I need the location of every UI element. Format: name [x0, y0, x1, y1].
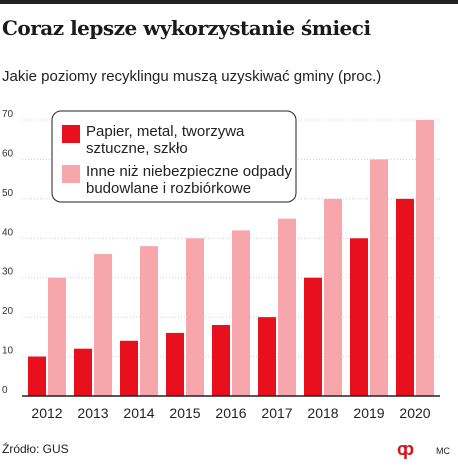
- bar-series-0: [166, 332, 184, 396]
- y-tick-label: 30: [2, 267, 14, 278]
- bar-series-0: [396, 198, 414, 396]
- chart-title: Coraz lepsze wykorzystanie śmieci: [2, 16, 371, 40]
- bar-series-1: [370, 159, 388, 396]
- chart-subtitle: Jakie poziomy recyklingu muszą uzyskiwać…: [2, 68, 382, 85]
- x-tick-label: 2019: [353, 405, 384, 421]
- legend-label-0-line-0: Papier, metal, tworzywa: [86, 123, 245, 140]
- x-tick-label: 2018: [307, 405, 338, 421]
- x-tick-label: 2012: [31, 405, 62, 421]
- y-tick-labels: 0 10 20 30 40 50 60 70: [2, 109, 14, 396]
- bar-series-1: [48, 277, 66, 396]
- x-tick-label: 2017: [261, 405, 292, 421]
- x-tick-label: 2015: [169, 405, 200, 421]
- x-tick-labels: 2012 2013 2014 2015 2016 2017 2018 2019 2020: [31, 405, 430, 421]
- bar-series-1: [416, 120, 434, 396]
- bar-chart: 0 10 20 30 40 50 60 70 2012 2013 2014 2015 2016 2017…: [2, 109, 440, 421]
- bar-series-1: [186, 238, 204, 396]
- bar-series-0: [350, 238, 368, 396]
- bar-series-0: [212, 325, 230, 396]
- y-tick-label: 70: [2, 109, 14, 120]
- legend: Papier, metal, tworzywa sztuczne, szkło …: [51, 110, 297, 203]
- bar-series-1: [94, 254, 112, 396]
- bar-series-0: [258, 317, 276, 396]
- bar-series-0: [28, 356, 46, 396]
- bar-series-1: [140, 246, 158, 396]
- x-tick-label: 2013: [77, 405, 108, 421]
- legend-label-1-line-0: Inne niż niebezpieczne odpady: [86, 163, 292, 180]
- bar-series-1: [232, 230, 250, 396]
- y-tick-label: 40: [2, 227, 14, 238]
- bar-series-1: [278, 218, 296, 396]
- x-tick-label: 2020: [399, 405, 430, 421]
- legend-swatch-1: [62, 165, 80, 183]
- y-tick-label: 0: [2, 385, 8, 396]
- bar-series-0: [120, 340, 138, 396]
- bar-series-1: [324, 198, 342, 396]
- y-tick-label: 10: [2, 346, 14, 357]
- y-tick-label: 60: [2, 148, 14, 159]
- legend-label-1-line-1: budowlane i rozbiórkowe: [86, 180, 251, 197]
- source-note: Źródło: GUS: [2, 442, 69, 456]
- legend-swatch-0: [62, 125, 80, 143]
- bar-series-0: [74, 348, 92, 396]
- bars: [28, 120, 434, 396]
- bar-series-0: [304, 277, 322, 396]
- x-tick-label: 2014: [123, 405, 154, 421]
- legend-box: [51, 110, 297, 203]
- top-rule: [0, 0, 458, 4]
- agency-logo: cp: [397, 439, 414, 459]
- legend-label-0-line-1: sztuczne, szkło: [86, 140, 188, 157]
- y-tick-label: 20: [2, 306, 14, 317]
- author-initials: MC: [436, 446, 450, 456]
- y-tick-label: 50: [2, 188, 14, 199]
- x-tick-label: 2016: [215, 405, 246, 421]
